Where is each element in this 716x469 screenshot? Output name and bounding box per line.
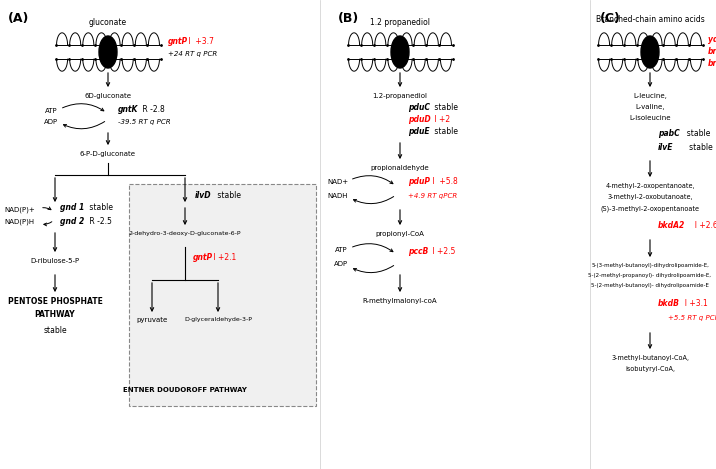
Text: NAD(P)+: NAD(P)+: [4, 207, 35, 213]
Text: ilvE: ilvE: [658, 144, 674, 152]
Text: bkdA2: bkdA2: [658, 220, 685, 229]
Text: D-glyceraldehyde-3-P: D-glyceraldehyde-3-P: [184, 317, 252, 322]
Text: I  +5.8: I +5.8: [430, 177, 458, 187]
Text: gnd 2: gnd 2: [60, 218, 84, 227]
Text: pduP: pduP: [408, 177, 430, 187]
Text: L-valine,: L-valine,: [635, 104, 664, 110]
Text: pccB: pccB: [408, 248, 428, 257]
Text: (A): (A): [8, 12, 29, 25]
Text: I +2: I +2: [432, 115, 450, 124]
Ellipse shape: [391, 36, 409, 68]
Text: propionyl-CoA: propionyl-CoA: [376, 231, 425, 237]
Text: PENTOSE PHOSPHATE: PENTOSE PHOSPHATE: [8, 297, 102, 306]
Text: ATP: ATP: [45, 108, 58, 114]
Text: I +2.62: I +2.62: [690, 220, 716, 229]
Text: L-leucine,: L-leucine,: [633, 93, 667, 99]
Text: 1.2 propanediol: 1.2 propanediol: [370, 18, 430, 27]
Text: I +2.1: I +2.1: [211, 254, 236, 263]
Text: stable: stable: [432, 104, 458, 113]
Text: pabC: pabC: [658, 129, 679, 138]
Text: (S)-3-methyl-2-oxopentanoate: (S)-3-methyl-2-oxopentanoate: [601, 205, 700, 212]
Text: R -2.8: R -2.8: [140, 106, 165, 114]
Text: gnd 1: gnd 1: [60, 204, 84, 212]
Text: (C): (C): [600, 12, 621, 25]
Text: gluconate: gluconate: [89, 18, 127, 27]
Text: stable: stable: [43, 326, 67, 335]
Text: (B): (B): [338, 12, 359, 25]
Text: isobutyryl-CoA,: isobutyryl-CoA,: [625, 366, 675, 372]
Text: NAD+: NAD+: [327, 179, 348, 185]
Text: ADP: ADP: [44, 119, 58, 125]
Text: 2-dehydro-3-deoxy-D-gluconate-6-P: 2-dehydro-3-deoxy-D-gluconate-6-P: [129, 231, 241, 236]
Text: R -2.5: R -2.5: [87, 218, 112, 227]
Ellipse shape: [99, 36, 117, 68]
Text: ENTNER DOUDOROFF PATHWAY: ENTNER DOUDOROFF PATHWAY: [123, 387, 247, 393]
Text: ilvD: ilvD: [195, 190, 212, 199]
Text: 3-methyl-butanoyl-CoA,: 3-methyl-butanoyl-CoA,: [611, 355, 689, 361]
Text: -39.5 RT q PCR: -39.5 RT q PCR: [118, 119, 170, 125]
Text: 1.2-propanediol: 1.2-propanediol: [372, 93, 427, 99]
Text: gntK: gntK: [118, 106, 138, 114]
Text: pduD: pduD: [408, 115, 431, 124]
Text: pduC: pduC: [408, 104, 430, 113]
Text: stable: stable: [87, 204, 113, 212]
Text: 5-(2-methyl-propanoyl)- dihydrolipoamide-E,: 5-(2-methyl-propanoyl)- dihydrolipoamide…: [589, 273, 712, 278]
Text: gntP: gntP: [168, 37, 188, 45]
Text: ATP: ATP: [335, 247, 348, 253]
Text: pduE: pduE: [408, 128, 430, 136]
Text: stable: stable: [215, 190, 241, 199]
Text: 3-methyl-2-oxobutanoate,: 3-methyl-2-oxobutanoate,: [607, 194, 693, 200]
Text: R-methylmalonyl-coA: R-methylmalonyl-coA: [363, 298, 437, 304]
Text: pyruvate: pyruvate: [136, 317, 168, 323]
FancyBboxPatch shape: [129, 184, 316, 406]
Text: 6-P-D-gluconate: 6-P-D-gluconate: [80, 151, 136, 157]
Text: I +3.1: I +3.1: [680, 298, 707, 308]
Text: I  +3.7: I +3.7: [186, 37, 214, 45]
Text: +24 RT q PCR: +24 RT q PCR: [168, 51, 217, 57]
Text: 6D-gluconate: 6D-gluconate: [84, 93, 132, 99]
Text: PATHWAY: PATHWAY: [34, 310, 75, 319]
Text: ADP: ADP: [334, 261, 348, 267]
Text: brad: brad: [708, 60, 716, 68]
Text: gntP: gntP: [193, 254, 213, 263]
Text: stable: stable: [682, 129, 710, 138]
Text: bkdB: bkdB: [658, 298, 680, 308]
Text: braE: braE: [708, 47, 716, 56]
Text: D-ribulose-5-P: D-ribulose-5-P: [31, 258, 79, 264]
Text: propionaldehyde: propionaldehyde: [371, 165, 430, 171]
Text: ydaO: ydaO: [708, 36, 716, 45]
Text: L-isoleucine: L-isoleucine: [629, 115, 671, 121]
Text: I +2.5: I +2.5: [430, 248, 455, 257]
Text: 4-methyl-2-oxopentanoate,: 4-methyl-2-oxopentanoate,: [605, 183, 695, 189]
Text: stable: stable: [682, 144, 712, 152]
Ellipse shape: [641, 36, 659, 68]
Text: stable: stable: [432, 128, 458, 136]
Text: +5.5 RT q PCR: +5.5 RT q PCR: [668, 315, 716, 321]
Text: 5-(3-methyl-butanoyl)-dihydrolipoamide-E,: 5-(3-methyl-butanoyl)-dihydrolipoamide-E…: [591, 263, 709, 268]
Text: NADH: NADH: [327, 193, 348, 199]
Text: 5-(2-methyl-butanoyl)- dihydrolipoamide-E: 5-(2-methyl-butanoyl)- dihydrolipoamide-…: [591, 283, 709, 288]
Text: NAD(P)H: NAD(P)H: [4, 219, 34, 225]
Text: Branched-chain amino acids: Branched-chain amino acids: [596, 15, 705, 24]
Text: +4.9 RT qPCR: +4.9 RT qPCR: [408, 193, 458, 199]
